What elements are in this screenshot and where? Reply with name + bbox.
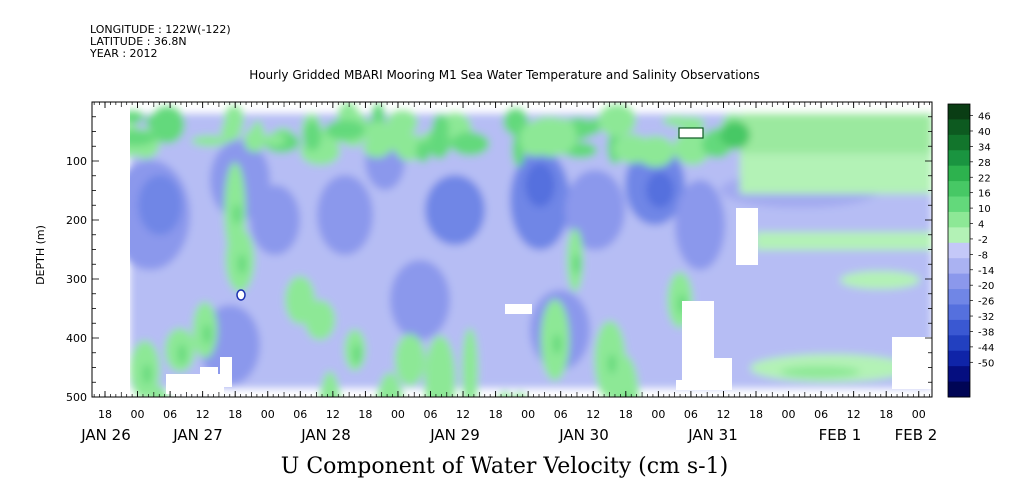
colorbar-level-label: 16 — [978, 189, 991, 200]
colorbar-swatch — [948, 150, 970, 167]
x-hour-tick-label: 18 — [619, 408, 633, 421]
x-day-label: FEB 2 — [895, 426, 938, 444]
missing-data-box — [892, 337, 932, 389]
colorbar-level-label: -50 — [978, 358, 994, 369]
missing-data-box — [714, 358, 732, 388]
colorbar-level-label: -8 — [978, 250, 988, 261]
y-axis-ticks: 100 200 300 400 500 — [66, 101, 932, 404]
x-hour-tick-label: 12 — [716, 408, 730, 421]
colorbar-swatch — [948, 134, 970, 151]
colorbar-swatch — [948, 119, 970, 136]
x-day-label: JAN 30 — [558, 426, 609, 444]
colorbar-swatch — [948, 196, 970, 213]
y-tick-label: 200 — [66, 214, 87, 227]
colorbar-swatch — [948, 104, 970, 120]
x-hour-tick-label: 00 — [391, 408, 405, 421]
colorbar-swatch — [948, 165, 970, 182]
missing-data-spot — [678, 127, 704, 139]
year-label: YEAR : 2012 — [90, 47, 158, 60]
colorbar-level-label: 40 — [978, 127, 991, 138]
colorbar: 46 40 34 28 22 16 10 4 -2 -8 -14 -20 -26 -32 -38 -44 -50 — [947, 103, 994, 398]
colorbar-level-label: 28 — [978, 158, 991, 169]
x-day-label: JAN 29 — [429, 426, 480, 444]
x-hour-tick-label: 18 — [489, 408, 503, 421]
missing-data-box — [505, 304, 532, 314]
colorbar-level-label: -26 — [978, 297, 994, 308]
colorbar-swatch — [948, 227, 970, 244]
x-hour-tick-label: 18 — [749, 408, 763, 421]
colorbar-level-label: 46 — [978, 112, 991, 123]
missing-data-box — [166, 374, 224, 394]
x-day-label: JAN 26 — [80, 426, 131, 444]
x-hour-tick-label: 06 — [163, 408, 177, 421]
missing-data-box — [676, 380, 732, 390]
colorbar-swatch — [948, 319, 970, 336]
x-hour-tick-label: 06 — [684, 408, 698, 421]
colorbar-swatch — [948, 350, 970, 367]
y-tick-label: 500 — [66, 391, 87, 404]
colorbar-swatch — [948, 242, 970, 259]
x-hour-tick-label: 12 — [456, 408, 470, 421]
colorbar-swatch — [948, 211, 970, 228]
longitude-label: LONGITUDE : 122W(-122) — [90, 23, 231, 36]
x-hour-tick-label: 12 — [586, 408, 600, 421]
y-axis-label: DEPTH (m) — [34, 225, 47, 285]
x-hour-tick-label: 12 — [326, 408, 340, 421]
colorbar-swatch — [948, 366, 970, 383]
colorbar-swatch — [948, 381, 970, 398]
x-hour-tick-label: 06 — [814, 408, 828, 421]
colorbar-level-label: -38 — [978, 327, 994, 338]
y-tick-label: 400 — [66, 332, 87, 345]
colorbar-level-label: -2 — [978, 235, 988, 246]
x-hour-tick-label: 00 — [912, 408, 926, 421]
missing-data-box — [220, 357, 232, 387]
missing-data-box — [736, 208, 758, 265]
x-day-label: JAN 28 — [300, 426, 351, 444]
colorbar-level-label: -32 — [978, 312, 994, 323]
x-hour-tick-label: 18 — [879, 408, 893, 421]
variable-label: U Component of Water Velocity (cm s-1) — [280, 454, 729, 479]
y-tick-label: 100 — [66, 155, 87, 168]
x-hour-tick-label: 18 — [228, 408, 242, 421]
x-hour-tick-label: 06 — [293, 408, 307, 421]
missing-data-masks — [92, 103, 932, 396]
x-hour-tick-label: 12 — [196, 408, 210, 421]
x-day-label: JAN 27 — [172, 426, 223, 444]
x-hour-tick-label: 06 — [554, 408, 568, 421]
colorbar-swatch — [948, 181, 970, 198]
colorbar-level-label: -44 — [978, 343, 994, 354]
x-hour-tick-label: 18 — [98, 408, 112, 421]
x-hour-tick-label: 00 — [521, 408, 535, 421]
chart-title: Hourly Gridded MBARI Mooring M1 Sea Wate… — [249, 68, 760, 82]
y-tick-label: 300 — [66, 273, 87, 286]
x-day-label: FEB 1 — [819, 426, 862, 444]
x-axis-ticks: 18 00 06 12 18 00 06 12 18 00 06 12 18 00 06 12 18 00 06 12… — [80, 102, 937, 444]
colorbar-level-label: 22 — [978, 173, 991, 184]
colorbar-swatch — [948, 273, 970, 290]
colorbar-level-label: 10 — [978, 204, 991, 215]
x-day-label: JAN 31 — [687, 426, 738, 444]
heatmap-field — [92, 102, 932, 397]
latitude-label: LATITUDE : 36.8N — [90, 35, 187, 48]
missing-data-spot — [236, 289, 246, 301]
x-hour-tick-label: 00 — [782, 408, 796, 421]
colorbar-swatch — [948, 335, 970, 352]
x-hour-tick-label: 12 — [847, 408, 861, 421]
x-hour-tick-label: 00 — [651, 408, 665, 421]
x-hour-tick-label: 00 — [131, 408, 145, 421]
colorbar-level-label: -20 — [978, 281, 994, 292]
colorbar-swatch — [948, 258, 970, 275]
x-hour-tick-label: 06 — [424, 408, 438, 421]
x-hour-tick-label: 00 — [261, 408, 275, 421]
colorbar-level-label: -14 — [978, 266, 994, 277]
x-hour-tick-label: 18 — [358, 408, 372, 421]
missing-data-box — [682, 301, 714, 387]
colorbar-level-label: 34 — [978, 142, 991, 153]
missing-data-box — [200, 367, 218, 377]
colorbar-level-label: 4 — [978, 220, 984, 231]
colorbar-swatch — [948, 289, 970, 305]
colorbar-swatch — [948, 304, 970, 321]
